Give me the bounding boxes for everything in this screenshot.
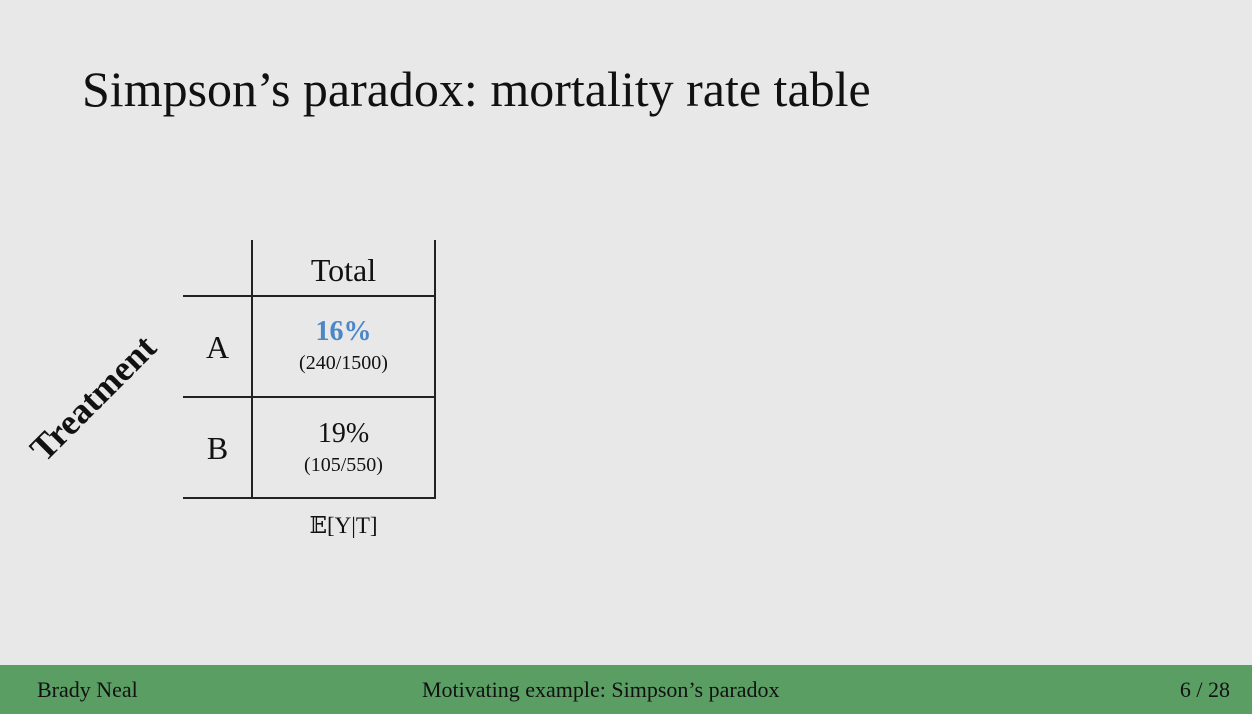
- row-label-a: A: [205, 329, 230, 365]
- table-divider-vertical-left: [251, 240, 253, 498]
- footer-author: Brady Neal: [37, 677, 138, 702]
- slide-title: Simpson’s paradox: mortality rate table: [82, 61, 871, 117]
- cell-a-rate: 16%: [315, 316, 372, 347]
- cell-a-count: (240/1500): [299, 352, 388, 374]
- footer-section-title: Motivating example: Simpson’s paradox: [422, 677, 780, 702]
- table-divider-middle: [183, 396, 436, 398]
- footer-page-number: 6 / 28: [1179, 677, 1230, 702]
- column-header-total: Total: [310, 252, 377, 288]
- cell-a-total: 16% (240/1500): [252, 316, 435, 375]
- cell-b-rate: 19%: [317, 418, 370, 449]
- row-header-treatment: Treatment: [22, 327, 164, 469]
- table-divider-vertical-right: [434, 240, 436, 498]
- cell-b-count: (105/550): [304, 454, 383, 476]
- table-divider-bottom: [183, 497, 436, 499]
- row-label-b: B: [206, 430, 229, 466]
- table-caption-expectation: 𝔼[Y|T]: [309, 513, 378, 538]
- cell-b-total: 19% (105/550): [252, 418, 435, 477]
- table-divider-header: [183, 295, 436, 297]
- footer-bar: Brady Neal Motivating example: Simpson’s…: [0, 665, 1252, 714]
